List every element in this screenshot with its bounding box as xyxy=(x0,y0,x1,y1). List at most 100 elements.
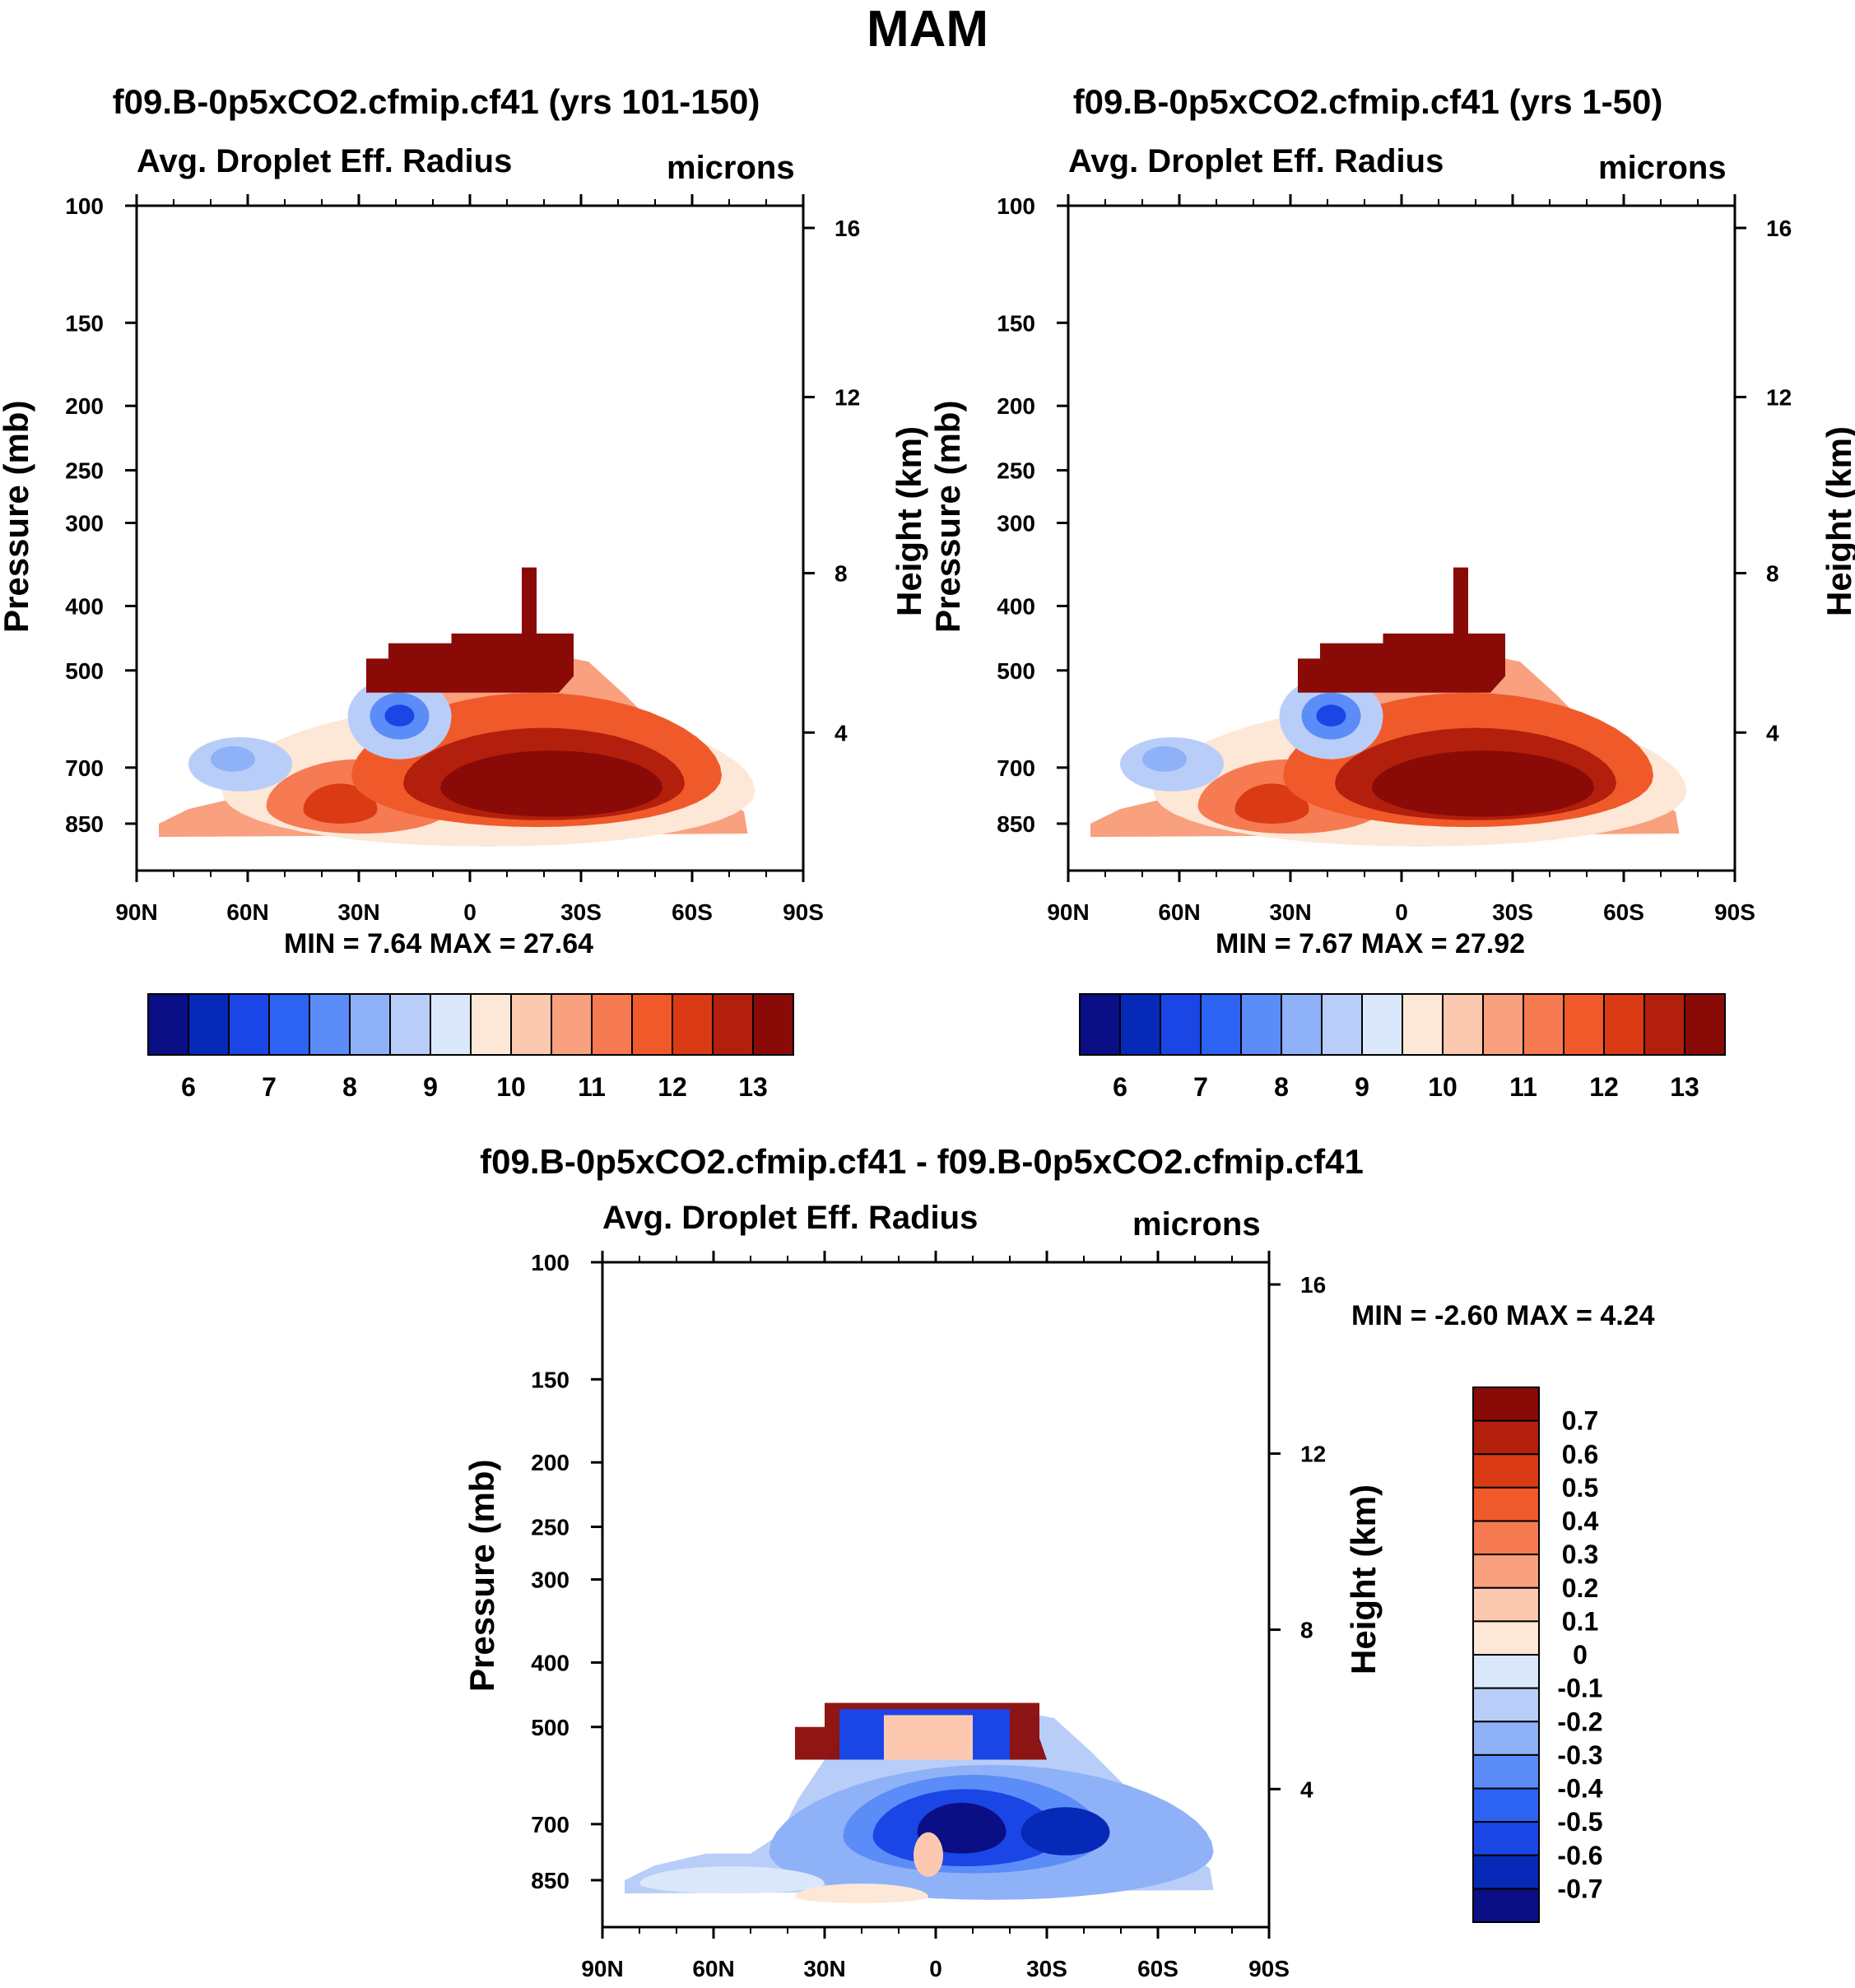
y-right-tick-label: 4 xyxy=(1766,720,1779,746)
diff-region-cap-pos-inner xyxy=(884,1715,973,1760)
x-tick-label: 90N xyxy=(581,1956,623,1981)
colorbar-swatch xyxy=(591,993,633,1056)
contour-region-trop-min xyxy=(1316,704,1346,727)
colorbar-swatch xyxy=(1472,1486,1540,1522)
colorbar-swatch xyxy=(1472,1586,1540,1623)
y-tick-label: 500 xyxy=(997,658,1035,684)
colorbar-swatch xyxy=(188,993,230,1056)
contour-region-sh-max xyxy=(440,750,662,817)
y-tick-label: 500 xyxy=(531,1715,570,1740)
x-tick-label: 90S xyxy=(783,899,824,925)
colorbar-swatch xyxy=(349,993,391,1056)
x-tick-label: 30N xyxy=(803,1956,845,1981)
colorbar-swatch xyxy=(1240,993,1282,1056)
colorbar-swatch xyxy=(1472,1753,1540,1790)
right-string-top-right: microns xyxy=(1598,150,1727,186)
colorbar-swatch xyxy=(1200,993,1242,1056)
x-tick-label: 0 xyxy=(463,899,477,925)
colorbar-swatch xyxy=(1472,1721,1540,1756)
x-tick-label: 60N xyxy=(692,1956,734,1981)
x-tick-label: 30S xyxy=(1026,1956,1067,1981)
y-tick-label: 700 xyxy=(531,1812,570,1837)
colorbar-tick-label: 13 xyxy=(738,1072,768,1102)
y-right-tick-label: 4 xyxy=(835,720,848,746)
y-tick-label: 150 xyxy=(531,1367,570,1392)
colorbar-tick-label: 7 xyxy=(262,1072,277,1102)
colorbar-swatch xyxy=(1472,1620,1540,1656)
contour-region-nh-core xyxy=(1234,783,1309,824)
colorbar-tick-label: 0.2 xyxy=(1562,1573,1598,1603)
colorbar-tick-label: 12 xyxy=(1589,1072,1619,1102)
y-tick-label: 250 xyxy=(65,458,104,484)
colorbar-swatch xyxy=(551,993,593,1056)
contour-region-spire xyxy=(522,567,537,653)
x-tick-label: 60S xyxy=(1603,899,1644,925)
diff-region-weak xyxy=(639,1866,825,1894)
x-tick-label: 30N xyxy=(337,899,379,925)
x-tick-label: 0 xyxy=(929,1956,942,1981)
right-string-top-left: microns xyxy=(667,150,795,186)
y-right-tick-label: 16 xyxy=(1300,1272,1326,1298)
colorbar-swatch xyxy=(1684,993,1726,1056)
colorbar-tick-label: 6 xyxy=(181,1072,196,1102)
colorbar-tick-label: 7 xyxy=(1193,1072,1208,1102)
colorbar-swatch xyxy=(752,993,794,1056)
colorbar-swatch xyxy=(1482,993,1524,1056)
y-tick-label: 100 xyxy=(997,193,1035,219)
diff-region-weak-pos xyxy=(795,1883,928,1903)
colorbar-tick-label: 0 xyxy=(1573,1640,1588,1670)
colorbar-swatch xyxy=(1402,993,1444,1056)
colorbar-tick-label: 10 xyxy=(1428,1072,1458,1102)
y-tick-label: 250 xyxy=(531,1515,570,1540)
y-tick-label: 700 xyxy=(997,755,1035,781)
colorbar-tick-label: -0.3 xyxy=(1557,1740,1602,1770)
x-tick-label: 30S xyxy=(560,899,602,925)
colorbar-tick-label: 6 xyxy=(1113,1072,1127,1102)
colorbar-swatch xyxy=(1643,993,1685,1056)
diff-region-neg-sh xyxy=(1020,1807,1110,1856)
right-string-bottom: microns xyxy=(1132,1206,1261,1242)
colorbar-swatch xyxy=(1472,1654,1540,1689)
y-tick-label: 100 xyxy=(65,193,104,219)
colorbar-tick-label: -0.1 xyxy=(1557,1674,1602,1703)
colorbar-tick-label: 9 xyxy=(423,1072,438,1102)
colorbar-swatch xyxy=(430,993,472,1056)
colorbar-tick-label: 11 xyxy=(1509,1072,1537,1102)
panel-title-top-right: f09.B-0p5xCO2.cfmip.cf41 (yrs 1-50) xyxy=(1072,82,1663,121)
y-right-tick-label: 8 xyxy=(1766,561,1779,587)
colorbar-swatch xyxy=(1361,993,1403,1056)
y-right-tick-label: 16 xyxy=(835,216,860,241)
colorbar-swatch xyxy=(1472,1453,1540,1489)
colorbar-tick-label: -0.7 xyxy=(1557,1874,1602,1903)
y-right-tick-label: 12 xyxy=(1766,385,1792,411)
y-tick-label: 400 xyxy=(531,1650,570,1675)
colorbar-swatch xyxy=(1523,993,1564,1056)
y-right-tick-label: 8 xyxy=(1300,1618,1313,1643)
colorbar-tick-label: -0.6 xyxy=(1557,1841,1602,1870)
colorbar-tick-label: 12 xyxy=(658,1072,687,1102)
colorbar-swatch xyxy=(1079,993,1121,1056)
colorbar-swatch xyxy=(1442,993,1484,1056)
colorbar-swatch xyxy=(712,993,754,1056)
colorbar-tick-label: -0.4 xyxy=(1557,1774,1602,1804)
y-tick-label: 150 xyxy=(65,310,104,336)
colorbar-tick-label: 13 xyxy=(1670,1072,1699,1102)
y-tick-label: 300 xyxy=(65,511,104,536)
panel-title-top-left: f09.B-0p5xCO2.cfmip.cf41 (yrs 101-150) xyxy=(112,82,760,121)
colorbar-swatch xyxy=(1472,1554,1540,1589)
y-right-tick-label: 8 xyxy=(835,561,848,587)
left-string-top-right: Avg. Droplet Eff. Radius xyxy=(1068,143,1444,179)
x-tick-label: 90N xyxy=(1047,899,1089,925)
colorbar-swatch xyxy=(1321,993,1363,1056)
colorbar-swatch xyxy=(510,993,552,1056)
y-right-tick-label: 16 xyxy=(1766,216,1792,241)
y-tick-label: 200 xyxy=(531,1450,570,1475)
colorbar-tick-label: -0.5 xyxy=(1557,1807,1602,1837)
colorbar-swatch xyxy=(268,993,310,1056)
colorbar-tick-label: 0.3 xyxy=(1562,1540,1598,1569)
y-tick-label: 200 xyxy=(997,393,1035,419)
